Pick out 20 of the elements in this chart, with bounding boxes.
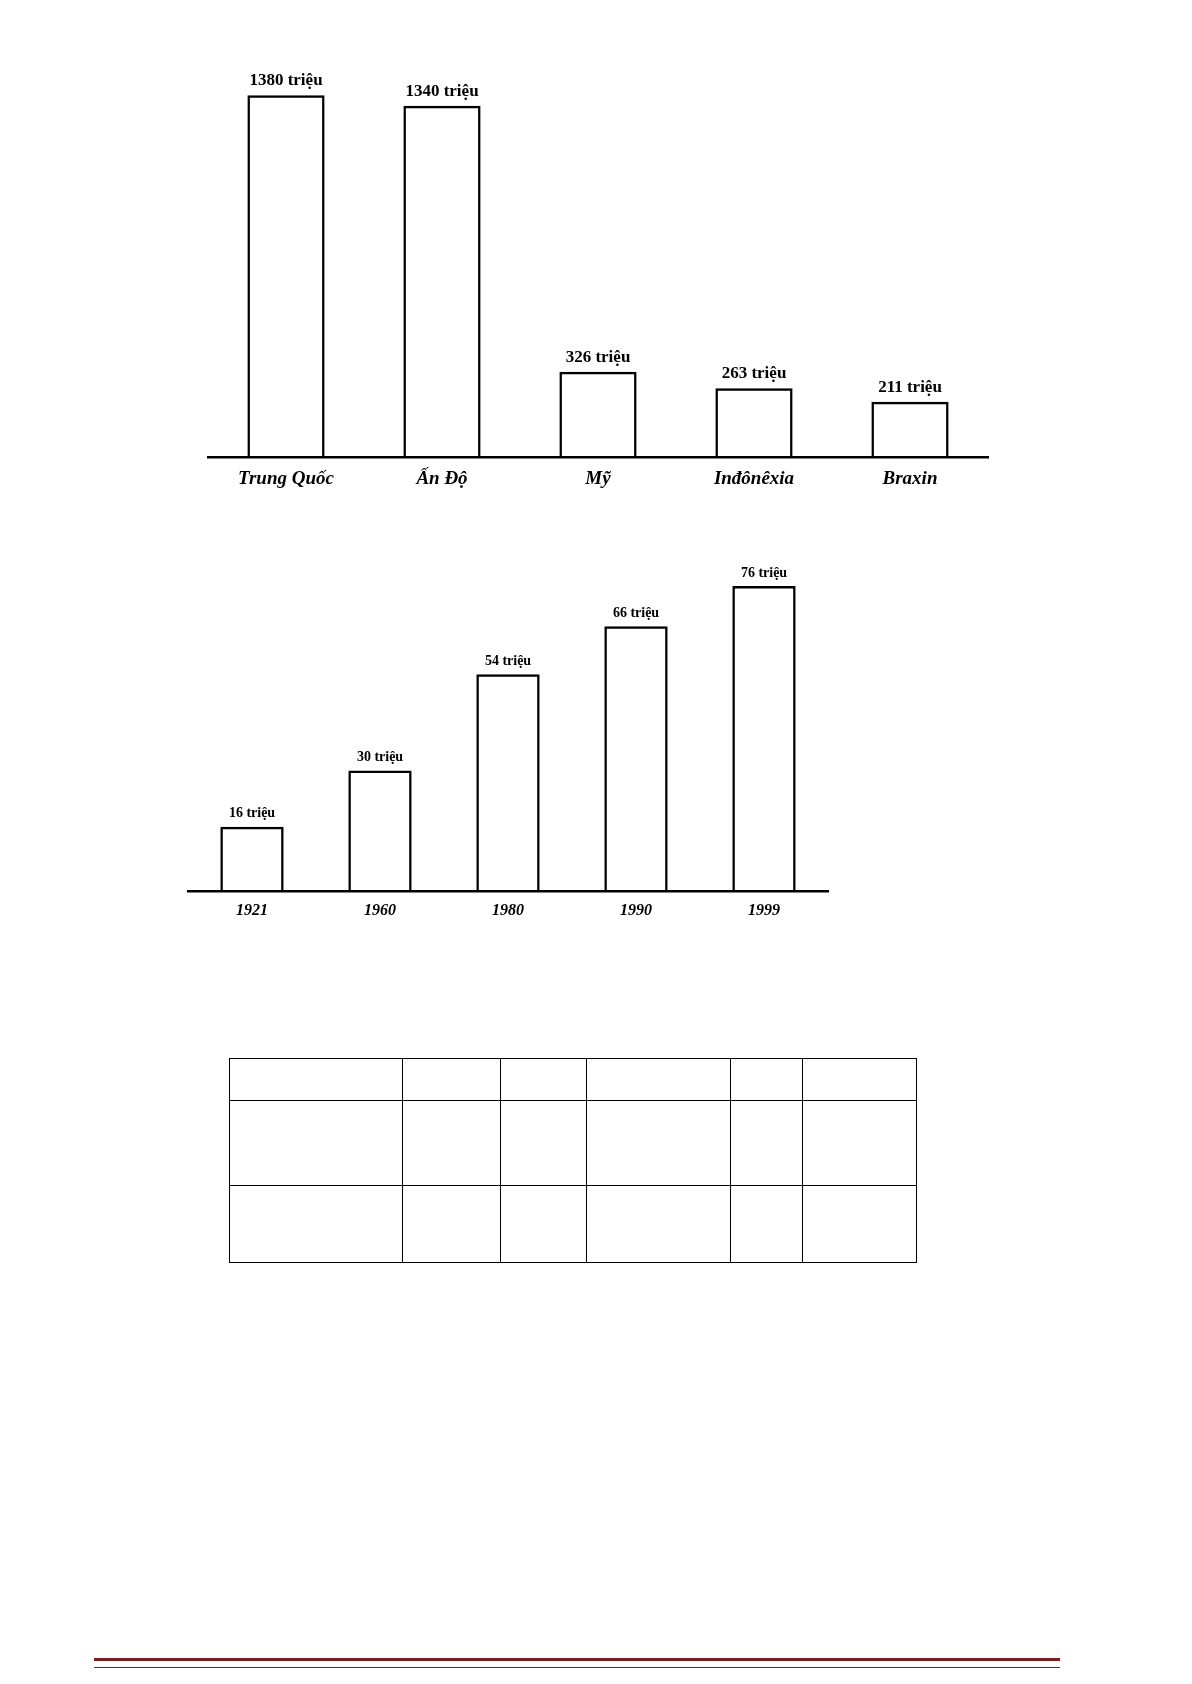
data-label: 326 triệu — [565, 346, 631, 366]
x-tick-label: Inđônêxia — [712, 466, 795, 488]
data-label: 66 triệu — [612, 604, 660, 620]
x-tick-label: Ấn Độ — [415, 466, 468, 488]
x-tick-label: 1990 — [620, 900, 652, 918]
data-label: 30 triệu — [356, 749, 404, 765]
x-tick-label: 1960 — [364, 900, 396, 918]
data-label: 16 triệu — [228, 805, 276, 821]
data-label: 76 triệu — [740, 564, 788, 580]
x-tick-label: 1921 — [236, 900, 268, 918]
data-label: 1340 triệu — [405, 80, 479, 100]
data-label: 54 triệu — [484, 652, 532, 668]
data-label: 1380 triệu — [249, 70, 323, 90]
x-tick-label: Trung Quốc — [238, 466, 335, 488]
x-tick-label: Mỹ — [584, 466, 612, 488]
x-tick-label: Braxin — [881, 466, 938, 488]
data-label: 263 triệu — [721, 363, 787, 383]
x-tick-label: 1980 — [492, 900, 524, 918]
x-tick-label: 1999 — [748, 900, 780, 918]
data-label: 211 triệu — [878, 376, 942, 396]
